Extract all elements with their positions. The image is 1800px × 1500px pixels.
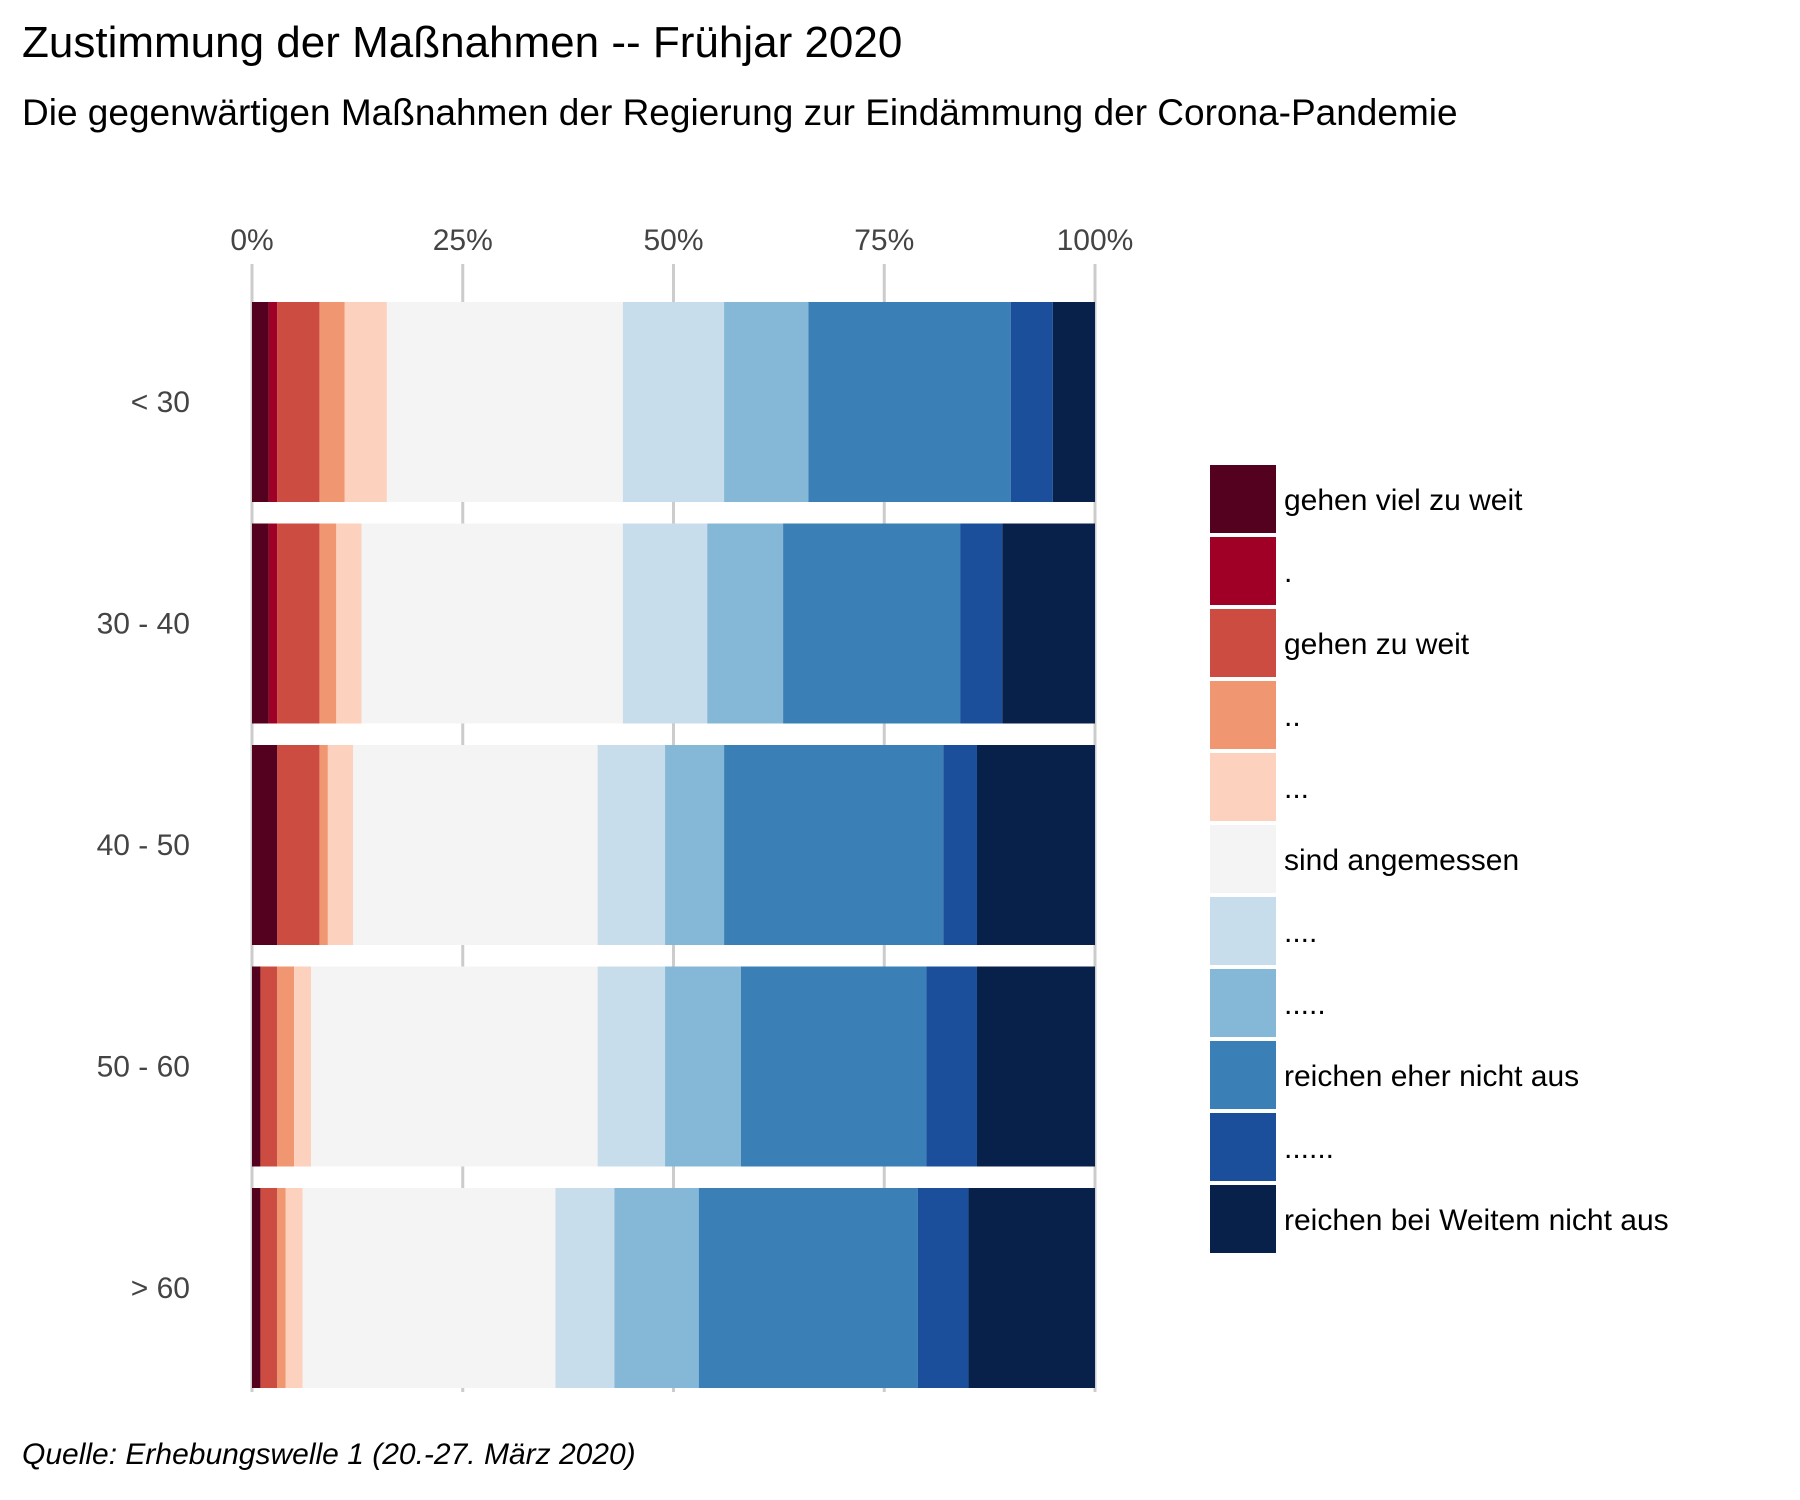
bar-segment bbox=[277, 1188, 286, 1388]
y-tick-label: 50 - 60 bbox=[97, 1051, 190, 1084]
bar-segment bbox=[960, 523, 1003, 724]
bar-segment bbox=[277, 745, 320, 945]
legend-key bbox=[1210, 753, 1276, 821]
legend-label: ...... bbox=[1284, 1132, 1334, 1165]
x-tick-label: 75% bbox=[854, 224, 914, 257]
bar-segment bbox=[319, 523, 337, 724]
bar-segment bbox=[319, 745, 328, 945]
bar-segment bbox=[917, 1188, 969, 1388]
bar-segment bbox=[943, 745, 977, 945]
bar-segment bbox=[698, 1188, 918, 1388]
bar-segment bbox=[665, 745, 725, 945]
bar-segment bbox=[597, 966, 666, 1167]
x-tick-label: 100% bbox=[1057, 224, 1134, 257]
x-tick-label: 50% bbox=[643, 224, 703, 257]
bar-group bbox=[252, 1188, 1095, 1388]
bar-segment bbox=[319, 302, 345, 502]
legend: gehen viel zu weit. gehen zu weit..... sin… bbox=[1210, 465, 1669, 1253]
bar-segment bbox=[783, 523, 961, 724]
bar-segment bbox=[302, 1188, 556, 1388]
bar-segment bbox=[665, 966, 741, 1167]
x-tick-label: 25% bbox=[433, 224, 493, 257]
legend-key bbox=[1210, 1185, 1276, 1253]
bar-segment bbox=[344, 302, 387, 502]
chart-caption: Quelle: Erhebungswelle 1 (20.-27. März 2… bbox=[22, 1438, 636, 1471]
bar-segment bbox=[294, 966, 312, 1167]
x-axis-ticks: 0% 25% 50% 75% 100% bbox=[230, 224, 1133, 257]
bar-segment bbox=[724, 745, 944, 945]
legend-label: gehen zu weit bbox=[1284, 628, 1470, 661]
bar-segment bbox=[268, 523, 278, 724]
y-tick-label: 40 - 50 bbox=[97, 829, 190, 862]
bar-segment bbox=[361, 523, 623, 724]
bar-segment bbox=[1010, 302, 1053, 502]
bar-segment bbox=[1002, 523, 1095, 724]
bar-segment bbox=[327, 745, 354, 945]
bar-segment bbox=[622, 302, 725, 502]
y-axis-ticks: < 30 30 - 40 40 - 50 50 - 60 > 60 bbox=[97, 386, 190, 1305]
legend-label: .... bbox=[1284, 916, 1317, 949]
bar-segment bbox=[597, 745, 666, 945]
bar-segment bbox=[808, 302, 1011, 502]
bar-segment bbox=[252, 966, 261, 1167]
bar-segment bbox=[926, 966, 977, 1167]
bar-segment bbox=[336, 523, 362, 724]
legend-label: ... bbox=[1284, 772, 1309, 805]
bar-segment bbox=[252, 1188, 261, 1388]
legend-key bbox=[1210, 1113, 1276, 1181]
bar-segment bbox=[277, 966, 295, 1167]
bar-segment bbox=[740, 966, 927, 1167]
bar-segment bbox=[311, 966, 598, 1167]
bar-segment bbox=[555, 1188, 615, 1388]
legend-label: reichen bei Weitem nicht aus bbox=[1284, 1204, 1669, 1237]
y-tick-label: 30 - 40 bbox=[97, 608, 190, 641]
bar-segment bbox=[614, 1188, 699, 1388]
bar-segment bbox=[968, 1188, 1095, 1388]
bars bbox=[252, 302, 1095, 1388]
bar-group bbox=[252, 966, 1095, 1167]
bar-segment bbox=[252, 523, 269, 724]
legend-label: . bbox=[1284, 556, 1292, 589]
legend-label: reichen eher nicht aus bbox=[1284, 1060, 1579, 1093]
bar-group bbox=[252, 302, 1095, 502]
y-tick-label: > 60 bbox=[131, 1272, 190, 1305]
legend-key bbox=[1210, 897, 1276, 965]
legend-label: ..... bbox=[1284, 988, 1326, 1021]
legend-label: gehen viel zu weit bbox=[1284, 484, 1523, 517]
stacked-bar-chart: 0% 25% 50% 75% 100% < 30 30 - 40 40 - 50 50 - 6… bbox=[97, 224, 1669, 1392]
bar-segment bbox=[260, 1188, 278, 1388]
bar-group bbox=[252, 523, 1095, 724]
bar-segment bbox=[1052, 302, 1095, 502]
bar-segment bbox=[707, 523, 784, 724]
bar-group bbox=[252, 745, 1095, 945]
bar-segment bbox=[622, 523, 708, 724]
legend-key bbox=[1210, 825, 1276, 893]
legend-key bbox=[1210, 465, 1276, 533]
bar-segment bbox=[277, 302, 320, 502]
chart-subtitle: Die gegenwärtigen Maßnahmen der Regierun… bbox=[22, 92, 1458, 133]
bar-segment bbox=[386, 302, 623, 502]
bar-segment bbox=[252, 745, 278, 945]
bar-segment bbox=[252, 302, 269, 502]
bar-segment bbox=[260, 966, 278, 1167]
bar-segment bbox=[724, 302, 809, 502]
legend-key bbox=[1210, 537, 1276, 605]
bar-segment bbox=[277, 523, 320, 724]
legend-key bbox=[1210, 681, 1276, 749]
legend-key bbox=[1210, 609, 1276, 677]
legend-label: sind angemessen bbox=[1284, 844, 1519, 877]
legend-key bbox=[1210, 969, 1276, 1037]
x-tick-label: 0% bbox=[230, 224, 273, 257]
bar-segment bbox=[976, 745, 1095, 945]
chart-title: Zustimmung der Maßnahmen -- Frühjar 2020 bbox=[22, 18, 903, 67]
bar-segment bbox=[353, 745, 598, 945]
bar-segment bbox=[285, 1188, 303, 1388]
bar-segment bbox=[976, 966, 1095, 1167]
y-tick-label: < 30 bbox=[131, 386, 190, 419]
legend-key bbox=[1210, 1041, 1276, 1109]
bar-segment bbox=[268, 302, 278, 502]
legend-label: .. bbox=[1284, 700, 1301, 733]
